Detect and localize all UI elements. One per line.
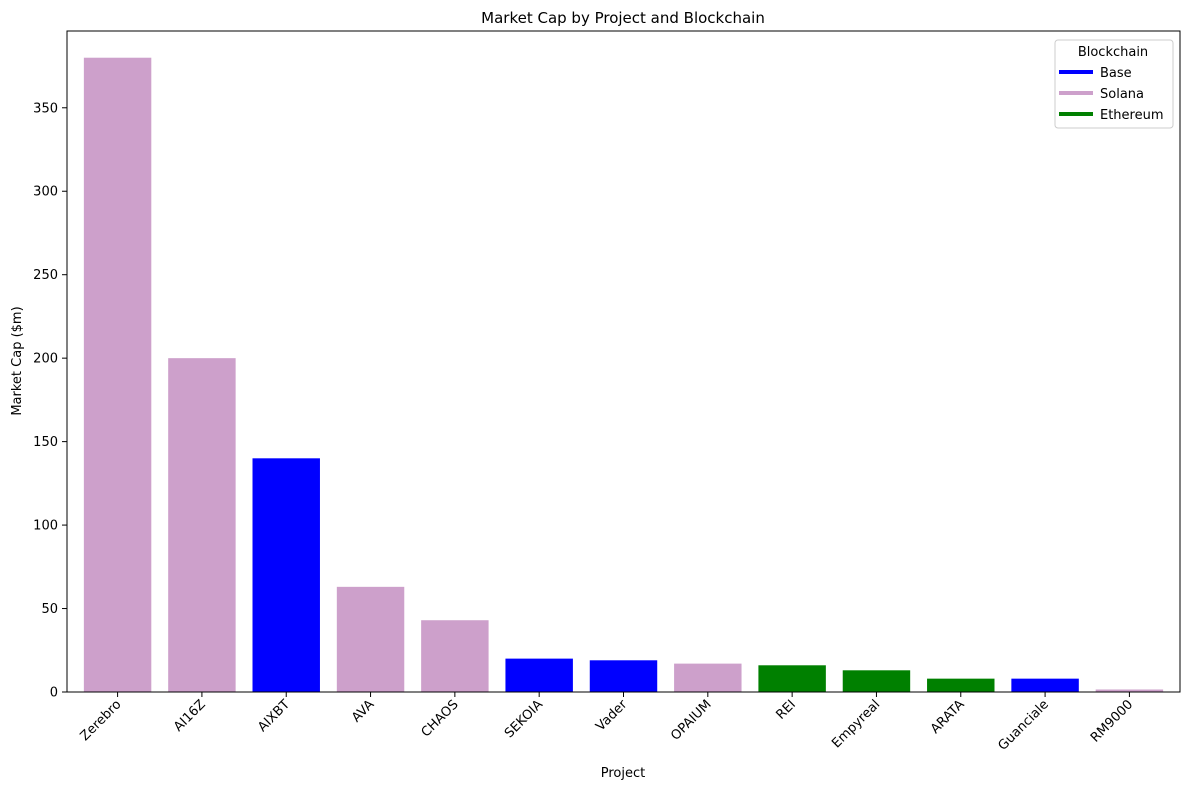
x-tick-label-vader: Vader	[593, 697, 631, 735]
legend: Blockchain Base Solana Ethereum	[1054, 39, 1174, 129]
bar-chaos	[421, 620, 489, 692]
x-tick-label-ava: AVA	[349, 697, 377, 725]
x-tick-label-chaos: CHAOS	[419, 697, 462, 740]
y-tick-label: 100	[33, 519, 58, 534]
bar-guanciale	[1011, 678, 1079, 692]
x-tick-label-sekoia: SEKOIA	[502, 697, 546, 741]
chart-title: Market Cap by Project and Blockchain	[481, 9, 765, 27]
x-tick-label-aixbt: AIXBT	[255, 697, 293, 735]
bars-group	[83, 57, 1164, 692]
bar-vader	[589, 660, 658, 692]
bar-rei	[758, 665, 826, 692]
bar-ava	[336, 586, 405, 692]
y-axis-ticks: 0 50 100 150 200 250 300 350	[33, 101, 67, 701]
y-tick-label: 0	[50, 686, 58, 701]
bar-sekoia	[505, 658, 573, 692]
y-tick-label: 250	[33, 268, 58, 283]
bar-opaium	[674, 663, 742, 692]
x-tick-label-rei: REI	[773, 697, 799, 723]
y-tick-label: 200	[33, 352, 58, 367]
legend-box	[1054, 39, 1174, 129]
y-tick-label: 350	[33, 101, 58, 116]
bar-zerebro	[83, 57, 152, 692]
legend-label-base: Base	[1100, 66, 1132, 81]
y-axis-title: Market Cap ($m)	[10, 306, 25, 415]
legend-label-solana: Solana	[1100, 87, 1144, 102]
legend-label-ethereum: Ethereum	[1100, 108, 1164, 123]
bar-aixbt	[252, 458, 320, 692]
x-axis-title: Project	[601, 766, 645, 781]
bar-rm9000	[1095, 689, 1164, 692]
x-tick-label-opaium: OPAIUM	[668, 697, 714, 743]
x-tick-label-ai16z: AI16Z	[171, 697, 209, 735]
bar-arata	[927, 678, 995, 692]
x-tick-label-arata: ARATA	[928, 697, 968, 737]
x-tick-label-rm9000: RM9000	[1088, 697, 1136, 745]
x-axis-ticks: Zerebro AI16Z AIXBT AVA CHAOS SEKOIA Vader OPAI…	[78, 692, 1136, 754]
legend-title: Blockchain	[1078, 45, 1148, 60]
x-tick-label-zerebro: Zerebro	[78, 697, 125, 744]
bar-ai16z	[168, 358, 236, 692]
y-tick-label: 150	[33, 435, 58, 450]
x-tick-label-guanciale: Guanciale	[995, 697, 1051, 753]
bar-empyreal	[842, 670, 911, 692]
plot-frame	[66, 30, 1181, 693]
y-tick-label: 50	[41, 602, 58, 617]
x-tick-label-empyreal: Empyreal	[829, 697, 883, 751]
y-tick-label: 300	[33, 185, 58, 200]
